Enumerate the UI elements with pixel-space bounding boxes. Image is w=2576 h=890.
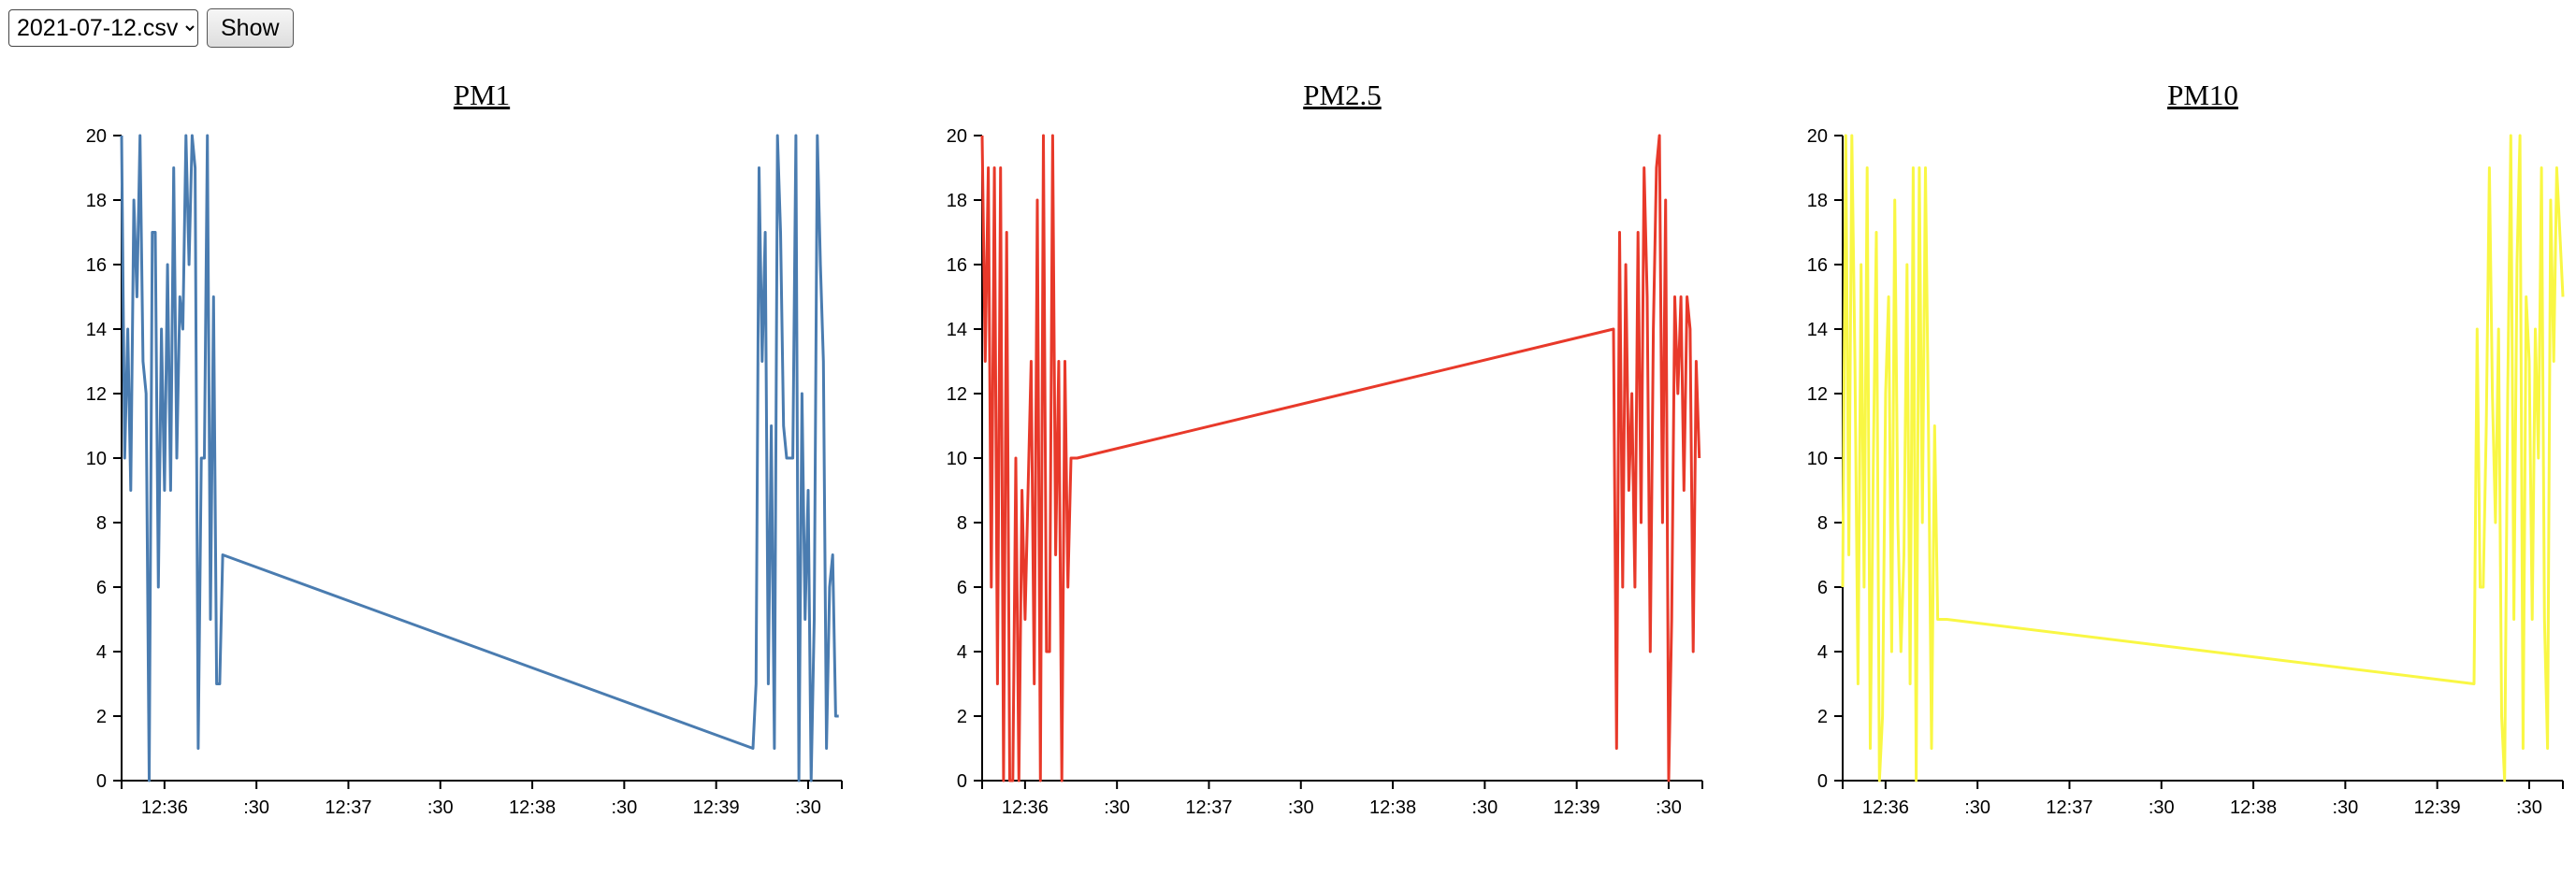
x-tick-label: :30 <box>2516 797 2542 818</box>
y-tick-label: 12 <box>947 384 967 405</box>
x-tick-label: 12:36 <box>1002 797 1049 818</box>
y-tick-label: 14 <box>1807 320 1828 340</box>
x-tick-label: :30 <box>2149 797 2175 818</box>
show-button[interactable]: Show <box>207 8 294 48</box>
chart-title-pm2-5: PM2.5 <box>1303 79 1382 111</box>
chart-title-pm10: PM10 <box>2167 79 2238 111</box>
series-line-pm2-5 <box>980 134 1701 782</box>
y-tick-label: 14 <box>947 320 967 340</box>
x-tick-label: :30 <box>611 797 637 818</box>
y-tick-label: 8 <box>96 513 107 534</box>
y-tick-label: 0 <box>96 771 107 792</box>
controls-bar: 2021-07-12.csv Show <box>8 8 294 48</box>
y-tick-label: 4 <box>957 642 967 663</box>
x-tick-label: 12:37 <box>1185 797 1232 818</box>
x-tick-label: 12:39 <box>1554 797 1600 818</box>
y-tick-label: 20 <box>1807 126 1828 147</box>
y-tick-label: 16 <box>1807 255 1828 276</box>
y-tick-label: 20 <box>947 126 967 147</box>
y-tick-label: 16 <box>86 255 107 276</box>
y-tick-label: 10 <box>1807 449 1828 469</box>
x-tick-label: :30 <box>243 797 269 818</box>
y-tick-label: 16 <box>947 255 967 276</box>
y-tick-label: 12 <box>86 384 107 405</box>
x-axis: 12:36 :30 12:37 :30 12:38 :30 12:39 :30 <box>1842 780 2564 818</box>
x-tick-label: :30 <box>1964 797 1990 818</box>
chart-title-pm1: PM1 <box>453 79 511 111</box>
y-tick-label: 18 <box>86 191 107 211</box>
x-tick-label: 12:38 <box>1369 797 1416 818</box>
x-tick-label: :30 <box>795 797 821 818</box>
y-tick-label: 2 <box>957 707 967 727</box>
y-axis: 0 2 4 6 8 10 12 14 16 18 20 <box>947 126 983 792</box>
y-tick-label: 18 <box>947 191 967 211</box>
x-tick-label: 12:38 <box>509 797 556 818</box>
chart-pm1: 0 2 4 6 8 10 12 14 16 18 20 12:36 :30 12:37 :30 12:38 :3… <box>86 126 843 818</box>
y-tick-label: 6 <box>957 578 967 598</box>
y-tick-label: 6 <box>96 578 107 598</box>
x-tick-label: 12:36 <box>141 797 188 818</box>
y-tick-label: 4 <box>1817 642 1828 663</box>
y-tick-label: 18 <box>1807 191 1828 211</box>
chart-pm2-5: 0 2 4 6 8 10 12 14 16 18 20 12:36 :30 12:37 :30 12:38 :3… <box>947 126 1703 818</box>
file-select[interactable]: 2021-07-12.csv <box>8 9 198 47</box>
y-tick-label: 0 <box>957 771 967 792</box>
x-tick-label: :30 <box>2332 797 2358 818</box>
series-line-pm10 <box>1841 134 2565 782</box>
x-tick-label: :30 <box>1471 797 1498 818</box>
x-axis: 12:36 :30 12:37 :30 12:38 :30 12:39 :30 <box>981 780 1703 818</box>
y-tick-label: 10 <box>947 449 967 469</box>
x-tick-label: 12:39 <box>2414 797 2461 818</box>
x-tick-label: 12:39 <box>693 797 740 818</box>
y-axis: 0 2 4 6 8 10 12 14 16 18 20 <box>1807 126 1844 792</box>
y-tick-label: 8 <box>957 513 967 534</box>
y-axis: 0 2 4 6 8 10 12 14 16 18 20 <box>86 126 123 792</box>
x-tick-label: 12:38 <box>2230 797 2277 818</box>
y-tick-label: 12 <box>1807 384 1828 405</box>
x-tick-label: :30 <box>1288 797 1314 818</box>
y-tick-label: 14 <box>86 320 107 340</box>
y-tick-label: 4 <box>96 642 107 663</box>
y-tick-label: 10 <box>86 449 107 469</box>
x-tick-label: :30 <box>1656 797 1682 818</box>
y-tick-label: 6 <box>1817 578 1828 598</box>
x-tick-label: 12:36 <box>1862 797 1909 818</box>
y-tick-label: 2 <box>1817 707 1828 727</box>
x-axis: 12:36 :30 12:37 :30 12:38 :30 12:39 :30 <box>121 780 843 818</box>
y-tick-label: 8 <box>1817 513 1828 534</box>
y-tick-label: 2 <box>96 707 107 727</box>
x-tick-label: :30 <box>1104 797 1130 818</box>
chart-pm10: 0 2 4 6 8 10 12 14 16 18 20 12:36 :30 12:37 :30 12:38 :3… <box>1807 126 2565 818</box>
series-line-pm1 <box>120 134 839 782</box>
x-tick-label: 12:37 <box>2046 797 2092 818</box>
y-tick-label: 20 <box>86 126 107 147</box>
x-tick-label: :30 <box>427 797 454 818</box>
y-tick-label: 0 <box>1817 771 1828 792</box>
x-tick-label: 12:37 <box>325 797 371 818</box>
